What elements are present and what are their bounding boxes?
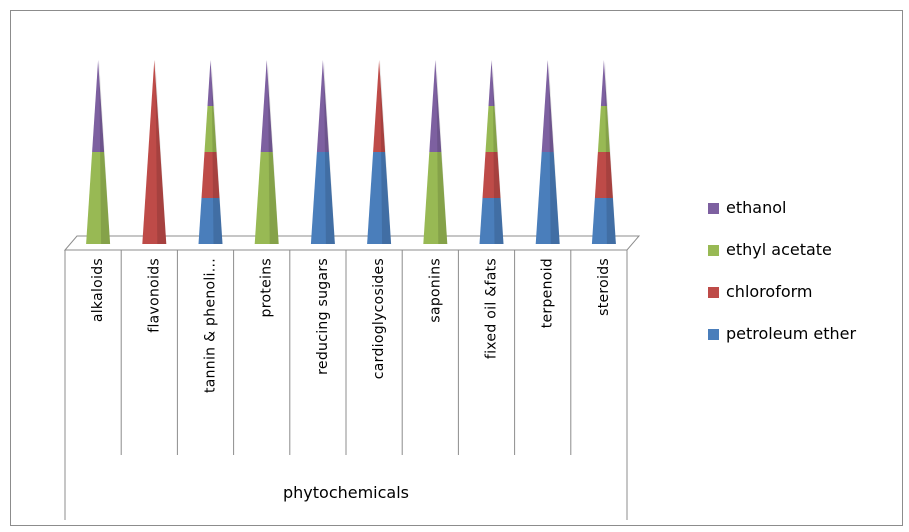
cone-segment-terpenoid-ethanol — [541, 60, 554, 152]
cone-shade-fixed-oil-fats — [492, 60, 504, 244]
category-tick-label: reducing sugars — [315, 258, 331, 375]
cone-segment-cardioglycosides-chloroform — [373, 60, 386, 152]
cone-segment-fixed-oil-fats-petroleum-ether — [479, 198, 504, 244]
cone-segment-tannin-phenoli-chloroform — [201, 152, 220, 198]
cone-segment-steroids-chloroform — [594, 152, 613, 198]
chart-frame — [10, 10, 903, 526]
cone-segment-fixed-oil-fats-ethanol — [488, 60, 495, 106]
cone-segment-proteins-ethyl-acetate — [254, 152, 279, 244]
category-tick-label: steroids — [596, 258, 612, 316]
cone-segment-cardioglycosides-petroleum-ether — [367, 152, 392, 244]
legend-label: chloroform — [726, 282, 813, 301]
legend-label: ethanol — [726, 198, 787, 217]
category-tick-label: fixed oil &fats — [484, 258, 500, 359]
category-tick-label: flavonoids — [146, 258, 162, 333]
cone-segment-saponins-ethanol — [429, 60, 442, 152]
legend-item-ethanol: ethanol — [708, 197, 903, 218]
category-tick-label: saponins — [427, 258, 443, 323]
legend-swatch — [708, 329, 719, 340]
category-tick-label: cardioglycosides — [371, 258, 387, 379]
cone-segment-terpenoid-petroleum-ether — [535, 152, 560, 244]
cone-segment-tannin-phenoli-ethanol — [207, 60, 214, 106]
category-tick-label: alkaloids — [90, 258, 106, 322]
cone-shade-terpenoid — [548, 60, 560, 244]
category-tick-label: tannin & phenoli... — [203, 258, 219, 393]
category-tick-label: terpenoid — [540, 258, 556, 328]
cone-segment-alkaloids-ethanol — [92, 60, 105, 152]
cone-segment-steroids-ethanol — [600, 60, 607, 106]
legend-item-ethyl-acetate: ethyl acetate — [708, 239, 903, 260]
legend-swatch — [708, 245, 719, 256]
cone-segment-saponins-ethyl-acetate — [423, 152, 448, 244]
legend-item-petroleum-ether: petroleum ether — [708, 323, 903, 344]
cone-segment-flavonoids-chloroform — [142, 60, 167, 244]
cone-segment-steroids-ethyl-acetate — [597, 106, 610, 152]
cone-shade-cardioglycosides — [380, 60, 392, 244]
cone-segment-tannin-phenoli-ethyl-acetate — [204, 106, 217, 152]
axis-group-label: phytochemicals — [283, 483, 409, 502]
legend-item-chloroform: chloroform — [708, 281, 903, 302]
cone-segment-alkaloids-ethyl-acetate — [86, 152, 111, 244]
cone-shade-reducing-sugars — [323, 60, 335, 244]
legend-swatch — [708, 203, 719, 214]
cone-segment-tannin-phenoli-petroleum-ether — [198, 198, 223, 244]
cone-shade-steroids — [604, 60, 616, 244]
cone-shade-flavonoids — [155, 60, 167, 244]
legend-swatch — [708, 287, 719, 298]
cone-segment-reducing-sugars-ethanol — [316, 60, 329, 152]
category-tick-label: proteins — [259, 258, 275, 317]
cone-shade-proteins — [267, 60, 279, 244]
legend-label: petroleum ether — [726, 324, 857, 343]
cone-segment-fixed-oil-fats-chloroform — [482, 152, 501, 198]
cone-segment-reducing-sugars-petroleum-ether — [310, 152, 335, 244]
cone-segment-fixed-oil-fats-ethyl-acetate — [485, 106, 498, 152]
cone-shade-tannin-phenoli — [211, 60, 223, 244]
legend-label: ethyl acetate — [726, 240, 832, 259]
cone-segment-steroids-petroleum-ether — [591, 198, 616, 244]
legend: ethanol ethyl acetate chloroform petroleum … — [708, 197, 903, 365]
cone-segment-proteins-ethanol — [260, 60, 273, 152]
cone-shade-saponins — [436, 60, 448, 244]
cone-shade-alkaloids — [99, 60, 111, 244]
